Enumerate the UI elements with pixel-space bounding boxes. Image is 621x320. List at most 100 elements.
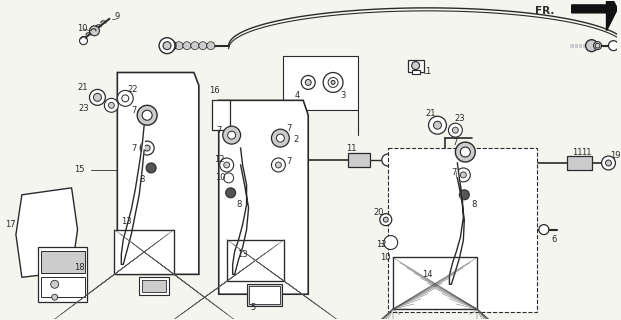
Text: 3: 3 [340, 91, 345, 100]
Circle shape [144, 145, 150, 151]
Circle shape [384, 236, 397, 250]
Text: 5: 5 [250, 303, 256, 312]
Circle shape [460, 172, 466, 178]
Circle shape [191, 42, 199, 50]
Bar [348, 153, 370, 167]
Circle shape [89, 89, 106, 105]
Circle shape [117, 91, 134, 106]
Circle shape [199, 42, 207, 50]
Circle shape [166, 41, 176, 51]
Text: 7: 7 [131, 106, 137, 115]
Circle shape [224, 162, 230, 168]
Text: 9: 9 [114, 12, 120, 21]
Bar [212, 100, 230, 130]
Circle shape [51, 280, 58, 288]
Text: 16: 16 [209, 86, 219, 95]
Circle shape [382, 154, 394, 166]
Polygon shape [572, 0, 617, 31]
Bar [412, 69, 420, 75]
Bar [139, 277, 169, 295]
Text: 12: 12 [376, 240, 386, 249]
Circle shape [605, 160, 612, 166]
Text: 19: 19 [610, 150, 621, 160]
Text: 10: 10 [78, 24, 88, 33]
Bar [114, 229, 174, 274]
Circle shape [271, 129, 289, 147]
Circle shape [455, 142, 475, 162]
Circle shape [412, 61, 420, 69]
Text: 7: 7 [451, 168, 457, 177]
Bar [114, 229, 174, 274]
Circle shape [163, 42, 171, 50]
Polygon shape [16, 188, 78, 277]
Circle shape [223, 126, 240, 144]
Circle shape [220, 158, 233, 172]
Text: 7: 7 [286, 124, 292, 133]
Circle shape [109, 102, 114, 108]
Text: 11: 11 [572, 148, 582, 156]
Text: 4: 4 [294, 91, 299, 100]
Text: 10: 10 [215, 173, 225, 182]
Bar [41, 277, 84, 297]
Text: 7: 7 [452, 138, 458, 147]
Text: 13: 13 [121, 217, 132, 226]
Circle shape [146, 163, 156, 173]
Text: 15: 15 [75, 165, 85, 174]
Bar [41, 252, 84, 273]
Circle shape [460, 147, 470, 157]
Bar [392, 257, 478, 309]
Circle shape [271, 158, 286, 172]
Circle shape [448, 123, 463, 137]
Bar [283, 56, 358, 110]
Circle shape [137, 105, 157, 125]
Circle shape [433, 121, 442, 129]
Circle shape [94, 93, 101, 101]
Circle shape [452, 127, 458, 133]
Circle shape [539, 225, 549, 235]
Text: 22: 22 [127, 85, 138, 94]
Text: 11: 11 [346, 144, 356, 153]
Circle shape [52, 294, 58, 300]
Circle shape [331, 80, 335, 84]
Text: 6: 6 [552, 235, 557, 244]
Bar [227, 240, 284, 281]
Circle shape [460, 190, 469, 200]
Circle shape [275, 162, 281, 168]
Circle shape [159, 38, 175, 54]
Text: 20: 20 [374, 208, 384, 217]
Text: 23: 23 [78, 104, 89, 113]
Bar [567, 156, 592, 170]
Text: 23: 23 [455, 114, 465, 123]
Text: 17: 17 [5, 220, 16, 229]
Text: 13: 13 [237, 250, 247, 259]
Bar [247, 284, 283, 306]
Circle shape [224, 173, 233, 183]
Text: 2: 2 [293, 135, 299, 144]
Circle shape [79, 37, 88, 45]
Bar [392, 257, 478, 309]
Bar [388, 148, 537, 312]
Polygon shape [233, 148, 248, 274]
Circle shape [225, 188, 235, 198]
Circle shape [207, 42, 215, 50]
Text: 21: 21 [78, 83, 88, 92]
Circle shape [183, 42, 191, 50]
Text: 7: 7 [131, 144, 137, 153]
Circle shape [594, 42, 602, 50]
Circle shape [228, 131, 235, 139]
Circle shape [301, 76, 315, 89]
Text: 1: 1 [425, 67, 431, 76]
Circle shape [328, 77, 338, 87]
Bar [227, 240, 284, 281]
Bar [248, 286, 281, 304]
Text: 14: 14 [422, 270, 433, 279]
Bar [407, 60, 424, 71]
Circle shape [323, 73, 343, 92]
Text: 11: 11 [581, 148, 592, 156]
Text: 7: 7 [286, 157, 292, 166]
Circle shape [89, 26, 99, 36]
Text: FR.: FR. [535, 6, 555, 16]
Text: 18: 18 [75, 263, 85, 272]
Polygon shape [117, 73, 199, 274]
Circle shape [175, 42, 183, 50]
